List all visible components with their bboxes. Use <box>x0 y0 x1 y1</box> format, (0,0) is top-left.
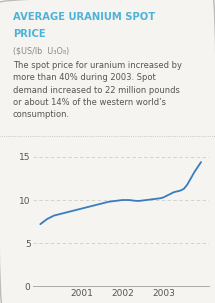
Text: PRICE: PRICE <box>13 29 46 39</box>
Text: ($US/lb  U₃O₈): ($US/lb U₃O₈) <box>13 46 69 55</box>
Text: The spot price for uranium increased by
more than 40% during 2003. Spot
demand i: The spot price for uranium increased by … <box>13 61 182 119</box>
Text: AVERAGE URANIUM SPOT: AVERAGE URANIUM SPOT <box>13 12 155 22</box>
